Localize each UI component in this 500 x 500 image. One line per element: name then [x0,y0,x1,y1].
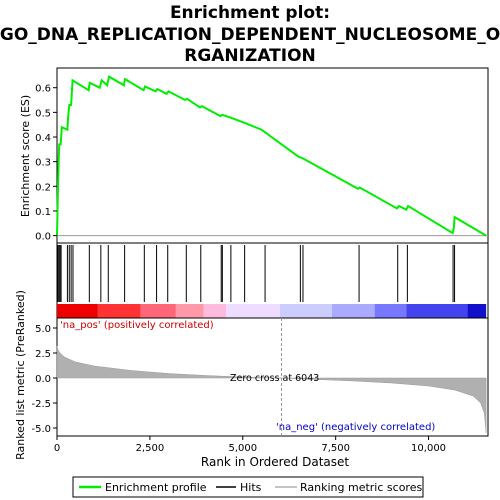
metric-y-axis-label: Ranked list metric (PreRanked) [14,290,27,460]
chart-title-line-1: Enrichment plot: [170,3,330,23]
colorbar-segment [374,304,407,318]
chart-title-line-2: GO_DNA_REPLICATION_DEPENDENT_NUCLEOSOME_… [0,25,500,45]
x-tick-label: 7,500 [321,443,350,454]
legend-metric-label: Ranking metric scores [300,481,422,494]
metric-y-tick-label: 0.0 [35,374,51,385]
colorbar-segment [57,304,98,318]
colorbar-segment [331,304,375,318]
colorbar-segment [97,304,141,318]
chart-title-line-3: RGANIZATION [184,46,316,66]
legend-hits-label: Hits [240,481,262,494]
colorbar-segment [203,304,227,318]
colorbar-segment [175,304,204,318]
zero-cross-label: Zero cross at 6043 [230,373,319,384]
colorbar-segment [406,304,468,318]
legend-enrichment-label: Enrichment profile [105,481,207,494]
x-tick-label: 2,500 [136,443,165,454]
colorbar-segment [279,304,332,318]
es-y-tick-label: 0.0 [35,232,51,243]
colorbar-segment [226,304,280,318]
positive-correlated-label: 'na_pos' (positively correlated) [60,320,214,331]
x-axis-label: Rank in Ordered Dataset [201,455,349,469]
enrichment-profile-line [56,75,487,237]
es-y-axis-label: Enrichment score (ES) [19,95,32,217]
colorbar-segment [140,304,176,318]
es-panel-frame [56,67,489,244]
es-y-tick-label: 0.3 [35,158,51,169]
x-tick-label: 10,000 [411,443,446,454]
es-y-tick-label: 0.5 [35,108,51,119]
x-tick-label: 5,000 [228,443,257,454]
metric-y-tick-label: -2.5 [31,399,51,410]
es-y-tick-label: 0.1 [35,207,51,218]
x-tick-label: 0 [54,443,60,454]
es-y-tick-label: 0.6 [35,84,51,95]
es-y-tick-label: 0.4 [35,133,51,144]
metric-y-tick-label: 5.0 [35,324,51,335]
metric-y-tick-label: 2.5 [35,349,51,360]
es-y-tick-label: 0.2 [35,182,51,193]
legend-box [72,476,424,498]
metric-y-tick-label: -5.0 [31,424,51,435]
colorbar-segment [467,304,487,318]
negative-correlated-label: 'na_neg' (negatively correlated) [276,422,435,433]
